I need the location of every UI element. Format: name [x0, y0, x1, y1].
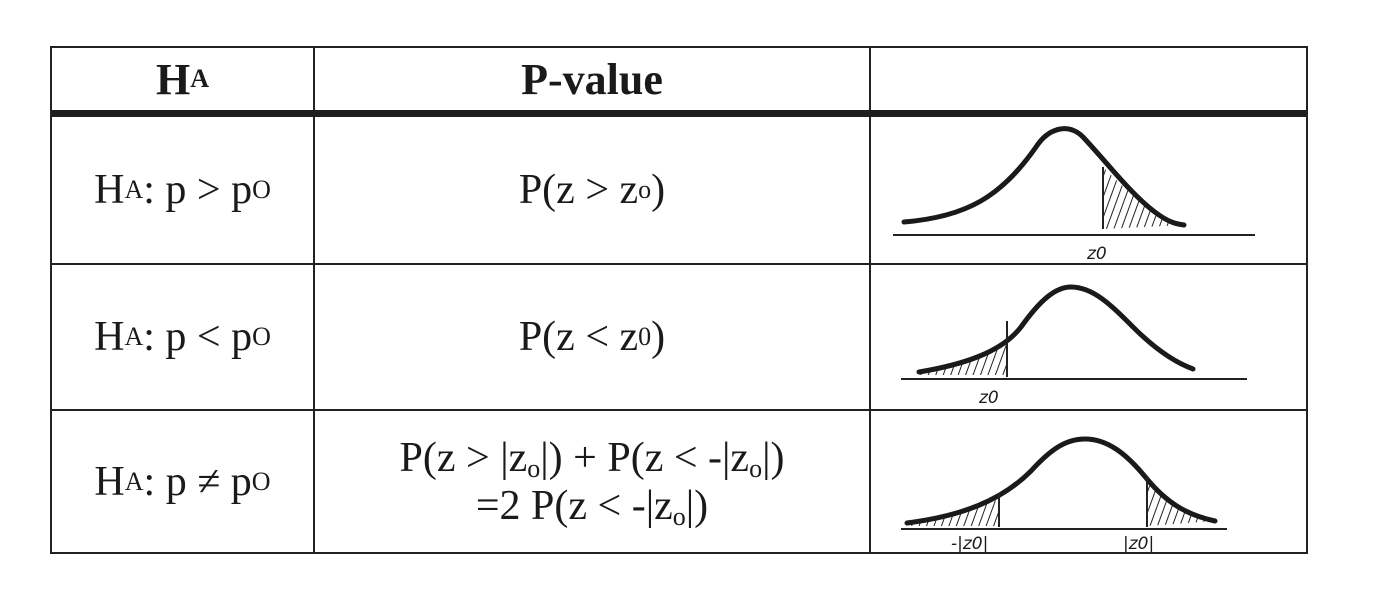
sketch-two-tail: -|z0| |z0|: [871, 411, 1306, 552]
normal-curve: [904, 436, 1218, 526]
shaded-left-tail: [907, 499, 999, 526]
header-ha-text: H: [155, 54, 191, 104]
sketch-left-tail: z0: [871, 265, 1306, 409]
normal-curve: [901, 126, 1187, 228]
shaded-left-tail: [919, 340, 1007, 375]
abs-z0-label: |z0|: [1123, 534, 1154, 552]
z0-label: z0: [978, 388, 999, 408]
header-pvalue-text: P-value: [521, 54, 663, 104]
two-tail-curve-sketch: -|z0| |z0|: [901, 436, 1227, 552]
pvalue-left: P(z < z 0): [315, 265, 871, 409]
z0-label: z0: [1086, 244, 1107, 263]
neg-abs-z0-label: -|z0|: [951, 534, 988, 552]
sketch-right-tail: z0: [871, 117, 1306, 263]
shaded-right-tail: [1147, 483, 1215, 526]
pvalue-two-sided-line1: P(z > |zo|) + P(z < -|zo|): [399, 434, 785, 483]
pvalue-two-sided-line2: =2 P(z < -|zo|): [475, 482, 709, 531]
header-sketch: [871, 48, 1306, 110]
shaded-right-tail: [1103, 167, 1184, 229]
header-pvalue: P-value: [315, 48, 871, 110]
pvalue-right: P(z > z o): [315, 117, 871, 263]
pvalue-two-sided: P(z > |zo|) + P(z < -|zo|) =2 P(z < -|zo…: [315, 411, 871, 552]
left-tail-curve-sketch: z0: [901, 284, 1247, 408]
right-tail-curve-sketch: z0: [893, 126, 1255, 263]
normal-curve: [916, 284, 1196, 375]
